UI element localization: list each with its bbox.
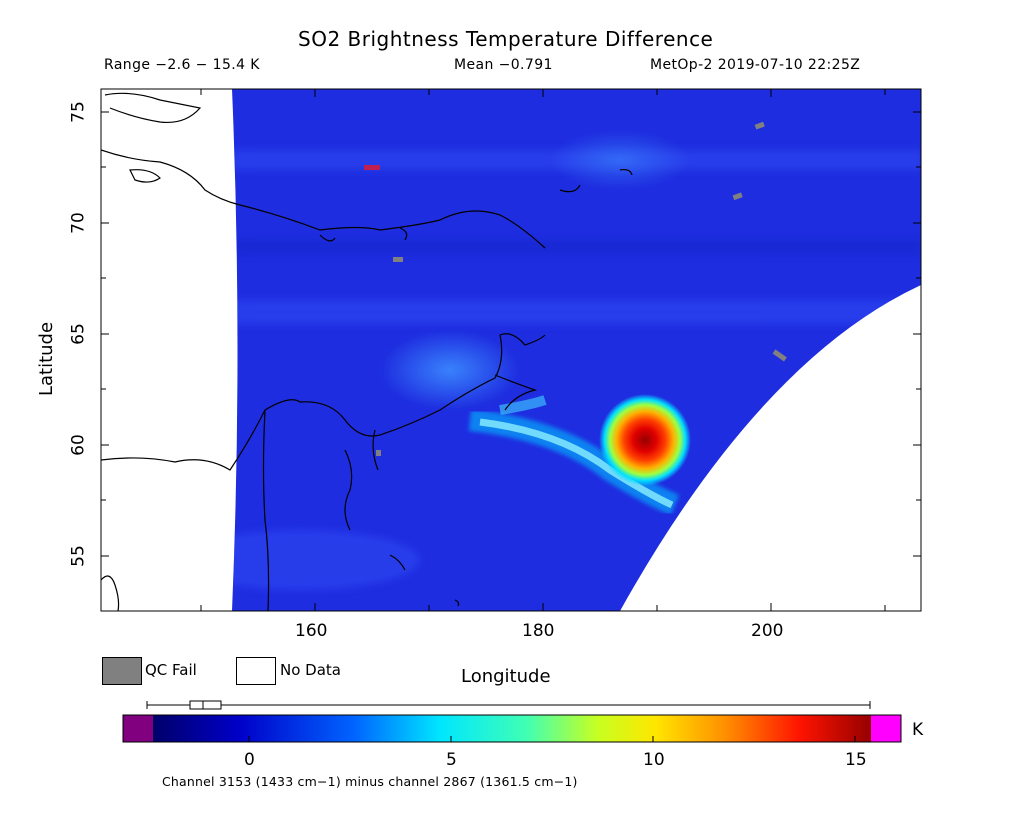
range-text: Range −2.6 − 15.4 K [104,57,260,73]
colorbar-caption: Channel 3153 (1433 cm−1) minus channel 2… [162,774,578,789]
no-data-label: No Data [280,661,341,679]
colorbar-over [871,715,901,742]
colorbar-tick-label: 10 [643,750,665,770]
y-tick-label: 75 [68,101,89,123]
x-tick-label: 200 [751,621,784,641]
y-axis-ticks [101,111,921,557]
x-tick-label: 180 [522,621,555,641]
qc-fail-pixel [772,349,787,362]
qc-fail-swatch [102,657,142,685]
colorbar-under [123,715,153,742]
colorbar-tick-label: 15 [845,750,867,770]
so2-hotspot [599,394,691,486]
plot-title: SO2 Brightness Temperature Difference [298,27,714,51]
colorbar [122,714,902,743]
high-pixel [364,165,380,170]
coastlines [101,92,633,611]
y-axis-label: Latitude [36,321,58,397]
y-tick-label: 65 [68,323,89,345]
y-tick-label: 55 [68,545,89,567]
colorbar-unit: K [912,720,924,740]
x-axis-label: Longitude [461,666,551,687]
y-tick-label: 70 [68,212,89,234]
qc-fail-pixel [732,192,743,201]
y-tick-label: 60 [68,434,89,456]
plot-frame [100,88,922,612]
qc-fail-pixel [754,121,765,130]
qc-fail-pixel [393,257,403,262]
mean-text: Mean −0.791 [454,57,553,73]
colorbar-tick-label: 5 [446,750,457,770]
colorbar-tick-label: 0 [244,750,255,770]
no-data-swatch [236,657,276,685]
x-axis-ticks [200,89,886,611]
qc-fail-label: QC Fail [145,661,197,679]
colorbar-gradient [153,715,871,742]
qc-fail-pixel [376,450,381,456]
x-tick-label: 160 [295,621,328,641]
satellite-time-text: MetOp-2 2019-07-10 22:25Z [650,57,861,73]
distribution-boxplot [146,700,871,710]
